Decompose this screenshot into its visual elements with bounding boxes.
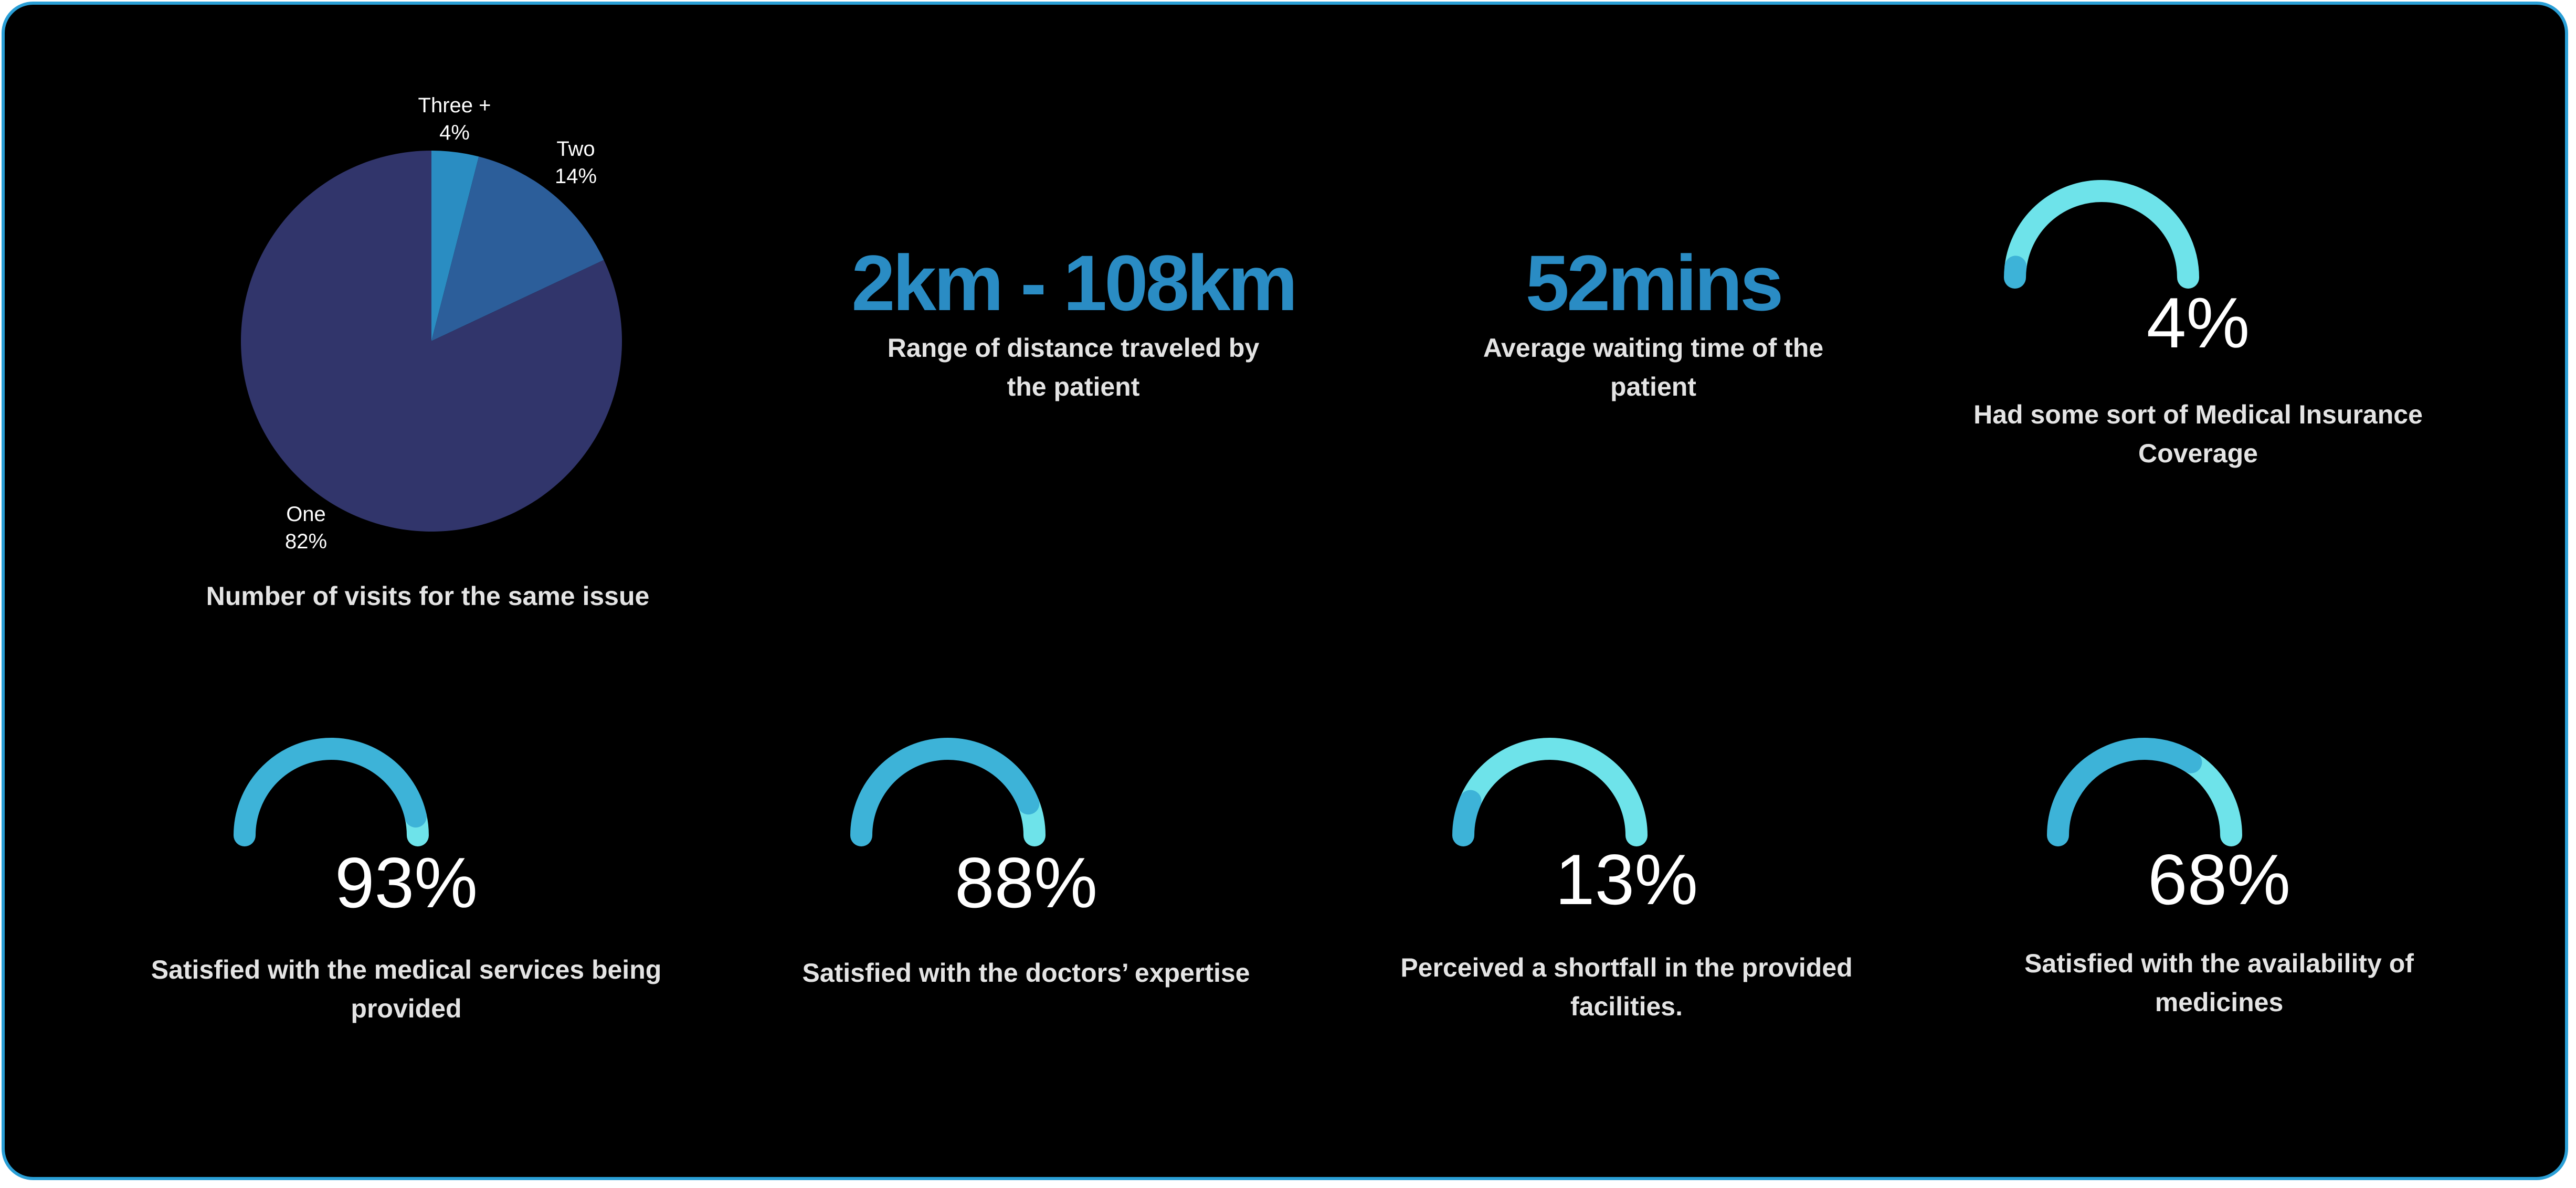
visits-pie-chart [241, 151, 622, 532]
insurance-gauge-caption: Had some sort of Medical Insurance Cover… [1973, 400, 2423, 468]
waiting-stat-value: 52mins [1525, 239, 1784, 327]
pie-label-two-name: Two [556, 137, 595, 161]
pie-slice-two [431, 156, 604, 341]
facilities-shortfall-gauge [1452, 738, 1648, 846]
medicines-availability-gauge [2047, 738, 2242, 846]
gauge-track [1459, 738, 1648, 846]
medical-services-gauge-caption: Satisfied with the medical services bein… [151, 955, 662, 1023]
gauge-value-arc [234, 738, 427, 846]
medical-services-gauge-value: 93% [334, 843, 478, 922]
pie-slice-one [241, 151, 622, 532]
medicines-availability-gauge-caption: Satisfied with the availability of medic… [2024, 949, 2414, 1017]
pie-slice-three [431, 151, 479, 341]
gauge-track [2180, 751, 2242, 846]
medicines-availability-gauge-value: 68% [2147, 840, 2291, 919]
facilities-shortfall-gauge-value: 13% [1555, 840, 1698, 919]
pie-label-three-name: Three + [418, 94, 491, 117]
distance-stat-value: 2km - 108km [851, 239, 1298, 327]
facilities-shortfall-gauge-caption: Perceived a shortfall in the provided fa… [1400, 953, 1853, 1021]
gauge-track [2004, 180, 2199, 289]
pie-caption: Number of visits for the same issue [206, 581, 650, 611]
medical-services-gauge [234, 738, 429, 846]
gauge-value-arc [850, 738, 1040, 846]
pie-label-three-value: 4% [439, 121, 470, 144]
gauge-value-arc [2047, 738, 2202, 846]
doctors-expertise-gauge [850, 738, 1046, 846]
gauge-value-arc [1452, 790, 1482, 846]
pie-label-two: Two 14% [555, 135, 597, 190]
pie-label-two-value: 14% [554, 165, 597, 188]
insurance-gauge [2004, 180, 2199, 289]
pie-label-one-value: 82% [284, 530, 328, 553]
waiting-stat-caption: Average waiting time of the patient [1483, 333, 1824, 401]
distance-stat-caption: Range of distance traveled by the patien… [887, 333, 1260, 401]
doctors-expertise-gauge-caption: Satisfied with the doctors’ expertise [802, 958, 1250, 988]
insurance-gauge-value: 4% [2146, 283, 2250, 363]
pie-label-one-name: One [286, 503, 326, 526]
pie-label-three: Three + 4% [418, 92, 491, 146]
doctors-expertise-gauge-value: 88% [954, 843, 1098, 922]
pie-label-one: One 82% [285, 501, 327, 555]
